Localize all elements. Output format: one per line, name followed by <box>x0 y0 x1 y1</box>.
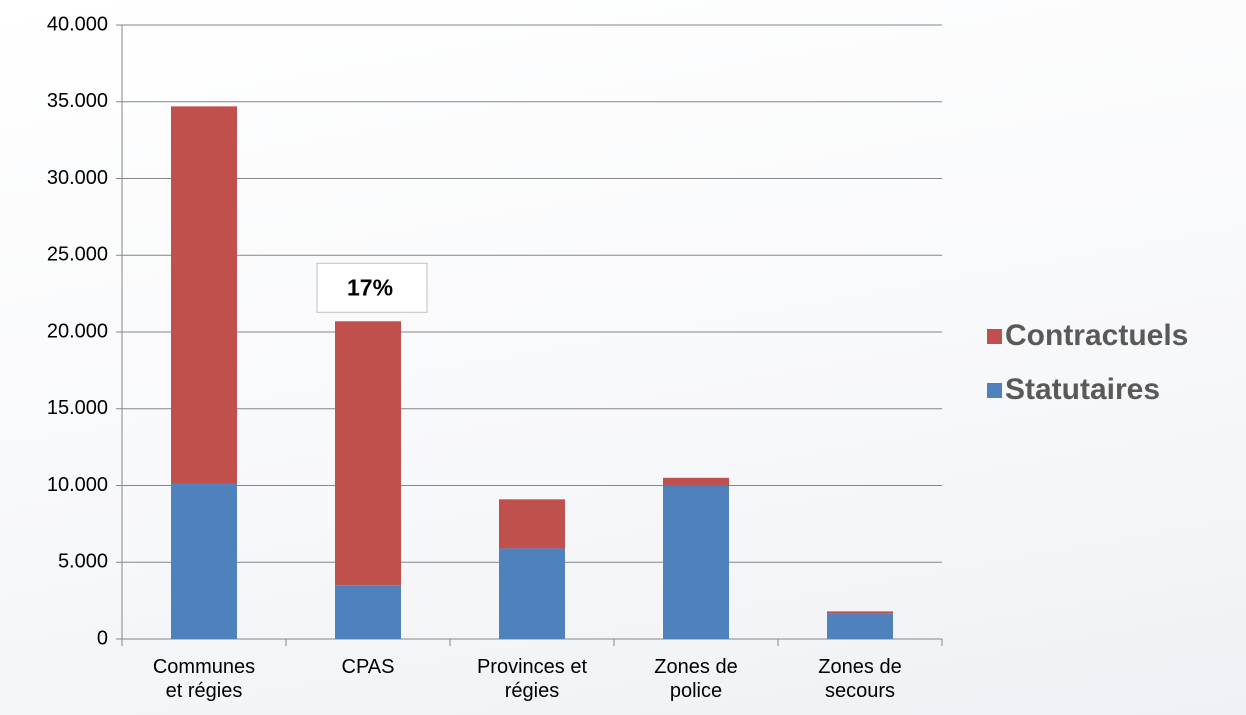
bar-segment <box>335 585 401 639</box>
bar-segment <box>171 483 237 639</box>
y-tick-label: 25.000 <box>47 244 108 266</box>
bar-segment <box>827 613 893 639</box>
legend-label: Statutaires <box>1005 373 1160 406</box>
x-tick-label: Zones de secours <box>818 656 902 702</box>
x-tick-label: Zones de police <box>654 656 738 702</box>
annotation-box <box>316 262 428 313</box>
bar-segment <box>663 485 729 639</box>
x-tick-label: Communes et régies <box>152 656 256 702</box>
y-tick-label: 0 <box>97 627 108 649</box>
legend-swatch <box>987 329 1002 344</box>
y-tick-label: 35.000 <box>47 90 108 112</box>
legend-label: Contractuels <box>1005 319 1188 352</box>
y-tick-label: 40.000 <box>47 13 108 35</box>
y-tick-label: 5.000 <box>58 551 108 573</box>
bar-segment <box>827 611 893 614</box>
bar-segment <box>335 321 401 586</box>
y-tick-label: 20.000 <box>47 320 108 342</box>
x-tick-label: CPAS <box>341 656 395 678</box>
bar-segment <box>499 499 565 549</box>
bar-segment <box>171 106 237 484</box>
y-tick-label: 15.000 <box>47 397 108 419</box>
y-tick-label: 30.000 <box>47 167 108 189</box>
annotation: 17% <box>347 274 393 300</box>
legend-swatch <box>987 383 1002 398</box>
x-tick-label: Provinces et régies <box>476 656 588 702</box>
bar-segment <box>499 548 565 639</box>
y-tick-label: 10.000 <box>47 474 108 496</box>
bar-segment <box>663 477 729 486</box>
